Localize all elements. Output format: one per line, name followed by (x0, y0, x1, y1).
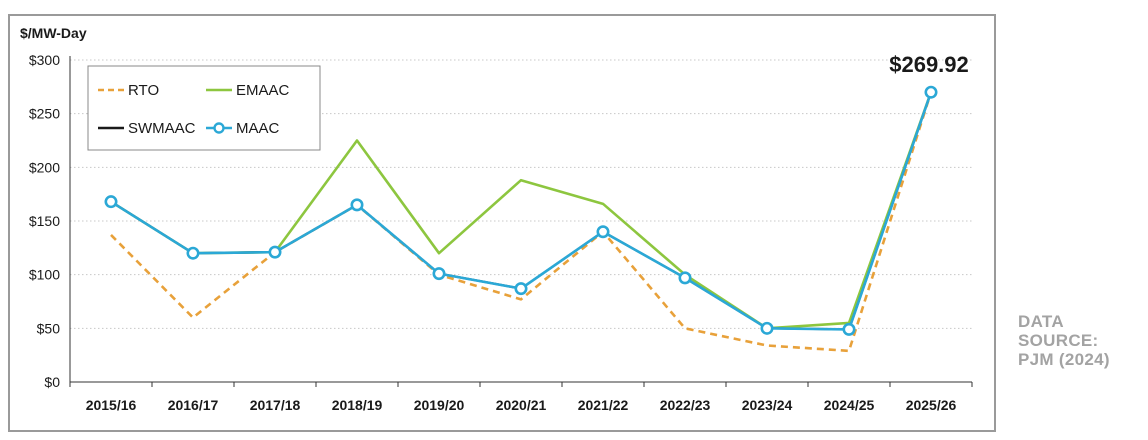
maac-point-2019-20 (432, 267, 446, 281)
data-source-note: DATA SOURCE: PJM (2024) (1018, 312, 1143, 369)
y-axis-label: $/MW-Day (20, 25, 87, 41)
x-tick-label-2023-24: 2023/24 (742, 397, 793, 413)
y-tick-label-150: $150 (29, 213, 60, 229)
maac-point-2021-22 (596, 225, 610, 239)
x-tick-label-2017-18: 2017/18 (250, 397, 301, 413)
legend-label-rto: RTO (128, 82, 159, 99)
legend-label-emaac: EMAAC (236, 82, 290, 99)
legend-marker-maac (213, 122, 225, 134)
y-tick-label-100: $100 (29, 267, 60, 283)
maac-point-2018-19 (350, 198, 364, 212)
capacity-price-chart: $/MW-Day $0 $50 $100 $150 $200 $250 $300 2015/16… (20, 25, 973, 413)
maac-point-2015-16 (104, 195, 118, 209)
maac-point-2017-18 (268, 245, 282, 259)
x-tick-label-2022-23: 2022/23 (660, 397, 711, 413)
y-tick-label-300: $300 (29, 52, 60, 68)
legend-label-swmaac: SWMAAC (128, 120, 196, 137)
legend-label-maac: MAAC (236, 120, 280, 137)
legend-box (87, 65, 321, 151)
y-tick-label-250: $250 (29, 106, 60, 122)
source-note-line-3: PJM (2024) (1018, 350, 1110, 369)
x-tick-label-2019-20: 2019/20 (414, 397, 465, 413)
chart-frame: $/MW-Day $0 $50 $100 $150 $200 $250 $300 2015/16… (8, 14, 996, 432)
x-tick-label-2015-16: 2015/16 (86, 397, 137, 413)
x-tick-label-2024-25: 2024/25 (824, 397, 875, 413)
maac-point-2024-25 (842, 322, 856, 336)
x-tick-label-2025-26: 2025/26 (906, 397, 957, 413)
maac-point-2016-17 (186, 246, 200, 260)
maac-point-2025-26 (924, 85, 938, 99)
source-note-line-2: SOURCE: (1018, 331, 1099, 350)
y-tick-label-200: $200 (29, 159, 60, 175)
x-tick-label-2020-21: 2020/21 (496, 397, 547, 413)
maac-point-2022-23 (678, 271, 692, 285)
series-line-rto (110, 91, 933, 353)
maac-point-2023-24 (760, 321, 774, 335)
x-tick-label-2016-17: 2016/17 (168, 397, 219, 413)
x-tick-label-2018-19: 2018/19 (332, 397, 383, 413)
x-tick-label-2021-22: 2021/22 (578, 397, 629, 413)
y-tick-label-50: $50 (37, 320, 61, 336)
source-note-line-1: DATA (1018, 312, 1064, 331)
y-tick-label-0: $0 (44, 374, 60, 390)
maac-point-2020-21 (514, 282, 528, 296)
annotation-last-value: $269.92 (889, 52, 969, 77)
